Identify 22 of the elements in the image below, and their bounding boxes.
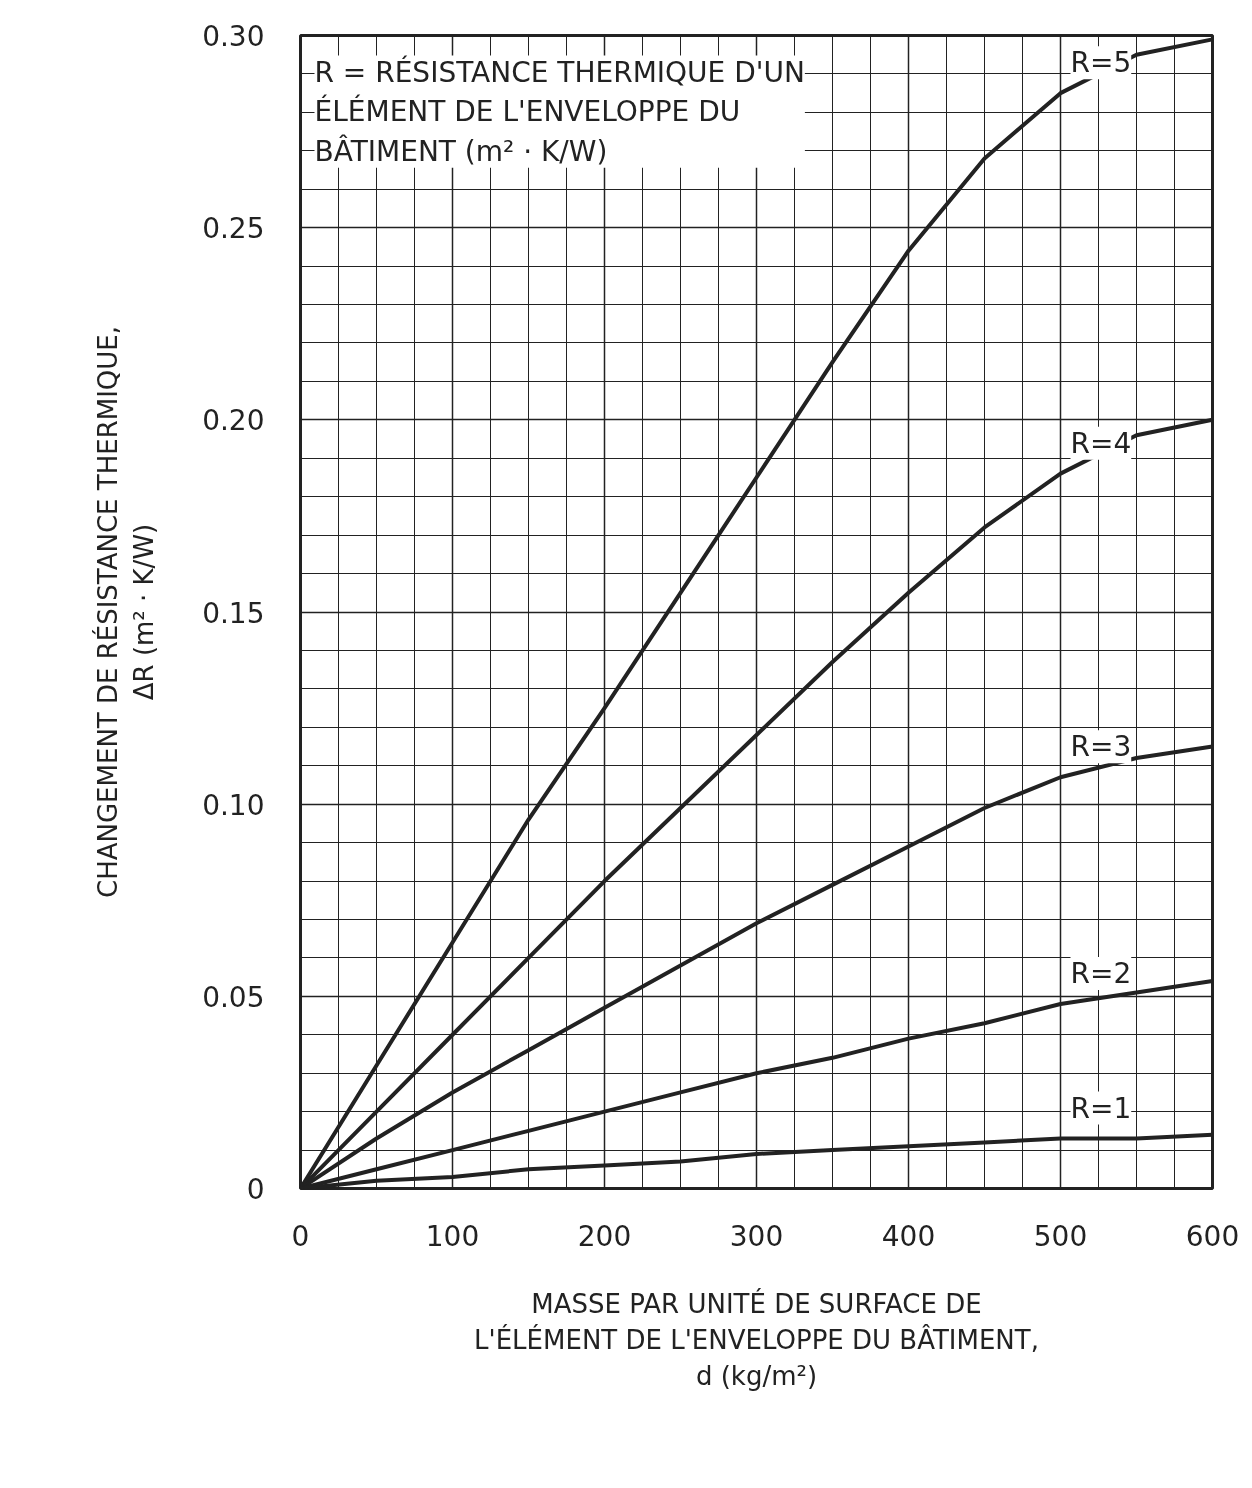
y-tick-label: 0.15 xyxy=(202,596,265,630)
x-tick-label: 100 xyxy=(425,1219,480,1253)
y-tick-label: 0.30 xyxy=(202,20,265,53)
y-tick-label: 0.10 xyxy=(202,788,265,822)
series-label: R=3 xyxy=(1070,730,1132,764)
series-label: R=4 xyxy=(1070,426,1132,460)
x-axis-title: MASSE PAR UNITÉ DE SURFACE DE L'ÉLÉMENT DE L'ENVELOPPE DU BÂTIMENT, d (kg/m²) xyxy=(474,1287,1039,1391)
x-tick-label: 300 xyxy=(729,1219,784,1253)
x-tick-label: 400 xyxy=(881,1219,936,1253)
x-tick-label: 500 xyxy=(1033,1219,1088,1253)
series-label: R=2 xyxy=(1070,957,1132,991)
y-tick-label: 0.20 xyxy=(202,404,265,438)
x-tick-label: 200 xyxy=(577,1219,632,1253)
y-tick-label: 0 xyxy=(246,1173,265,1206)
y-axis-title: CHANGEMENT DE RÉSISTANCE THERMIQUE, ΔR (m² · K/W) xyxy=(92,325,160,899)
x-tick-label: 600 xyxy=(1185,1219,1240,1253)
y-tick-label: 0.05 xyxy=(202,980,265,1014)
y-tick-label: 0.25 xyxy=(202,212,265,246)
series-label: R=1 xyxy=(1070,1091,1132,1125)
annotation: R = RÉSISTANCE THERMIQUE D'UN ÉLÉMENT DE L'ENVELOPPE DU BÂTIMENT (m² · K/W) xyxy=(314,54,805,168)
x-tick-label: 0 xyxy=(291,1219,310,1253)
series-label: R=5 xyxy=(1070,46,1132,80)
